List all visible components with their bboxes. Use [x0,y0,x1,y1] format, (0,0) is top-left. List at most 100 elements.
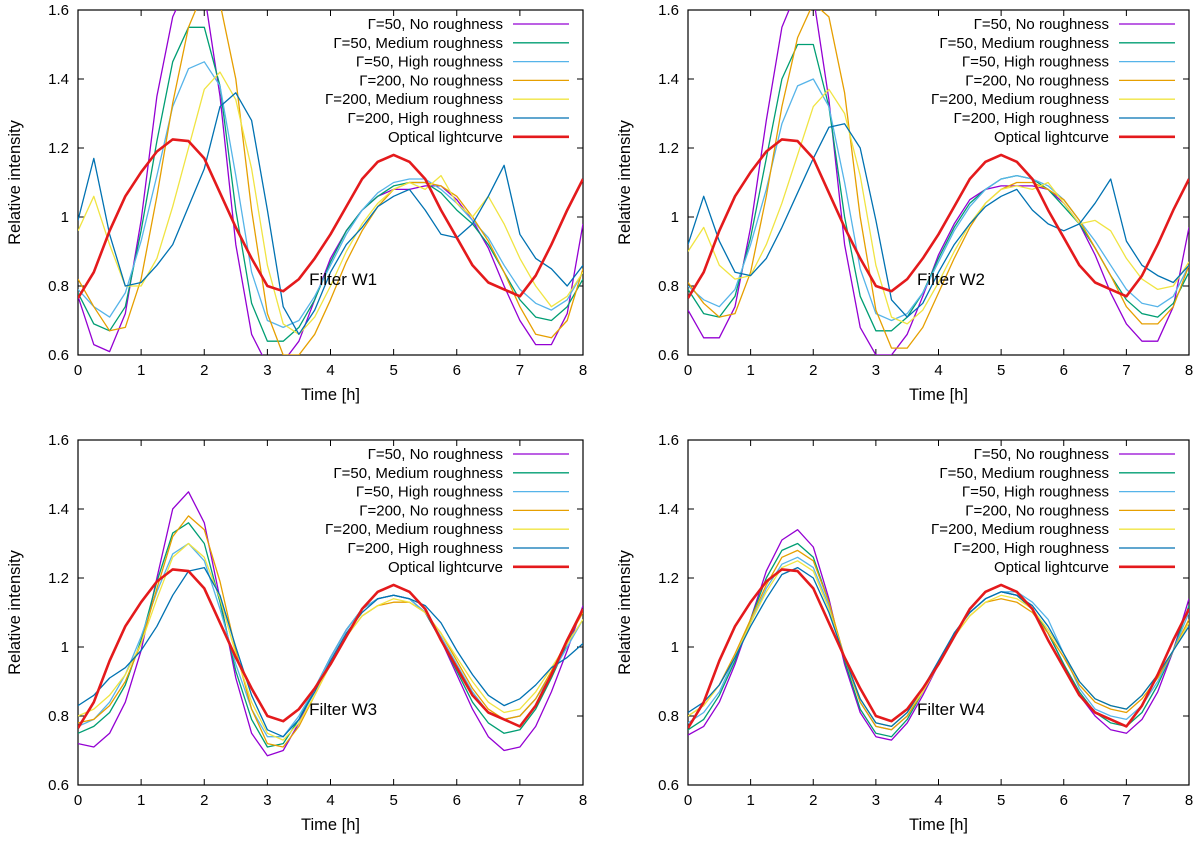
x-tick-label: 6 [453,792,461,809]
y-tick-label: 1.2 [658,140,679,157]
x-tick-label: 1 [137,792,145,809]
y-tick-label: 0.8 [658,708,679,725]
x-tick-label: 4 [934,362,942,379]
legend: Γ=50, No roughness Γ=50, Medium roughness… [931,446,1175,576]
x-tick-label: 7 [1122,362,1130,379]
legend-label: Γ=200, No roughness [965,72,1109,89]
legend-label: Γ=50, High roughness [356,54,503,71]
plot-frame [77,9,584,356]
panel-annotation: Filter W4 [917,700,985,719]
x-tick-label: 3 [263,362,271,379]
y-tick-label: 0.6 [48,777,69,794]
x-tick-label: 0 [684,792,692,809]
x-tick-label: 7 [516,362,524,379]
legend-label: Γ=50, No roughness [974,446,1109,463]
x-tick-label: 2 [200,362,208,379]
legend-label: Γ=200, High roughness [348,110,503,127]
x-tick-label: 1 [746,362,754,379]
x-tick-label: 0 [684,362,692,379]
x-tick-label: 8 [1185,792,1193,809]
x-tick-label: 6 [1060,792,1068,809]
legend-label: Γ=50, Medium roughness [939,465,1109,482]
series-line-gamma-200-high-roughness [78,92,583,335]
x-tick-label: 8 [1185,362,1193,379]
legend-label: Γ=200, Medium roughness [931,91,1109,108]
y-tick-label: 1 [61,639,69,656]
chart-panel-1: 0 1 2 3 4 5 6 7 8 0.6 0.8 1 1.2 1.4 1.6 Time [h] Relativ… [6,2,587,404]
plot-frame [687,439,1190,786]
series-lines [688,529,1189,741]
x-tick-label: 2 [809,362,817,379]
chart-panel-4: 0 1 2 3 4 5 6 7 8 0.6 0.8 1 1.2 1.4 1.6 Time [h] Relativ… [616,432,1193,834]
legend-label: Γ=200, High roughness [954,540,1109,557]
y-axis-label: Relative intensity [616,549,634,674]
x-tick-label: 6 [453,362,461,379]
y-tick-label: 1.6 [658,2,679,19]
series-lines [78,491,583,757]
series-line-gamma-200-medium-roughness [78,71,583,335]
y-tick-label: 0.6 [658,347,679,364]
x-tick-label: 0 [74,792,82,809]
series-line-gamma-200-high-roughness [688,566,1189,728]
x-tick-label: 4 [326,792,334,809]
legend-label: Γ=50, High roughness [962,54,1109,71]
legend-label: Γ=200, No roughness [359,72,503,89]
x-tick-label: 2 [200,792,208,809]
y-tick-label: 1.4 [658,501,679,518]
y-axis-label: Relative intensity [616,119,634,244]
series-line-gamma-50-no-roughness [78,10,583,355]
x-tick-label: 1 [137,362,145,379]
x-tick-label: 1 [746,792,754,809]
x-axis-label: Time [h] [301,816,360,834]
x-axis-label: Time [h] [909,816,968,834]
y-tick-label: 1 [61,209,69,226]
x-tick-label: 7 [1122,792,1130,809]
legend: Γ=50, No roughness Γ=50, Medium roughness… [325,16,569,146]
legend-label: Γ=50, No roughness [368,446,503,463]
series-lines [688,10,1189,355]
legend-label: Γ=50, High roughness [962,484,1109,501]
x-tick-label: 3 [263,792,271,809]
legend-label: Optical lightcurve [388,129,503,146]
y-axis-label: Relative intensity [6,549,24,674]
y-tick-label: 0.6 [658,777,679,794]
y-tick-label: 1.2 [658,570,679,587]
x-tick-label: 6 [1060,362,1068,379]
y-tick-label: 1.6 [48,432,69,449]
series-line-optical-lightcurve [78,568,583,729]
legend-label: Γ=200, High roughness [348,540,503,557]
series-line-optical-lightcurve [688,568,1189,729]
series-line-gamma-50-no-roughness [688,10,1189,355]
x-tick-label: 5 [997,362,1005,379]
legend: Γ=50, No roughness Γ=50, Medium roughness… [325,446,569,576]
x-tick-label: 5 [389,792,397,809]
series-line-gamma-200-no-roughness [78,10,583,355]
series-line-optical-lightcurve [78,138,583,299]
y-tick-label: 1.6 [658,432,679,449]
legend-label: Optical lightcurve [994,129,1109,146]
legend-label: Γ=200, Medium roughness [931,521,1109,538]
plot-frame [687,9,1190,356]
legend-label: Γ=50, No roughness [368,16,503,33]
series-line-optical-lightcurve [688,138,1189,299]
chart-panel-2: 0 1 2 3 4 5 6 7 8 0.6 0.8 1 1.2 1.4 1.6 Time [h] Relativ… [616,2,1193,404]
legend-label: Γ=50, High roughness [356,484,503,501]
legend-label: Γ=50, Medium roughness [939,35,1109,52]
chart-panel-3: 0 1 2 3 4 5 6 7 8 0.6 0.8 1 1.2 1.4 1.6 Time [h] Relativ… [6,432,587,834]
x-tick-label: 3 [872,362,880,379]
y-tick-label: 1.6 [48,2,69,19]
x-tick-label: 7 [516,792,524,809]
legend-label: Γ=50, No roughness [974,16,1109,33]
y-tick-label: 0.8 [48,708,69,725]
legend-label: Γ=200, No roughness [359,502,503,519]
x-axis-label: Time [h] [909,386,968,404]
legend: Γ=50, No roughness Γ=50, Medium roughness… [931,16,1175,146]
y-tick-label: 1.2 [48,140,69,157]
x-tick-label: 3 [872,792,880,809]
legend-label: Γ=200, Medium roughness [325,521,503,538]
x-tick-label: 0 [74,362,82,379]
series-line-gamma-200-high-roughness [688,123,1189,318]
legend-label: Γ=200, High roughness [954,110,1109,127]
legend-label: Γ=50, Medium roughness [333,35,503,52]
